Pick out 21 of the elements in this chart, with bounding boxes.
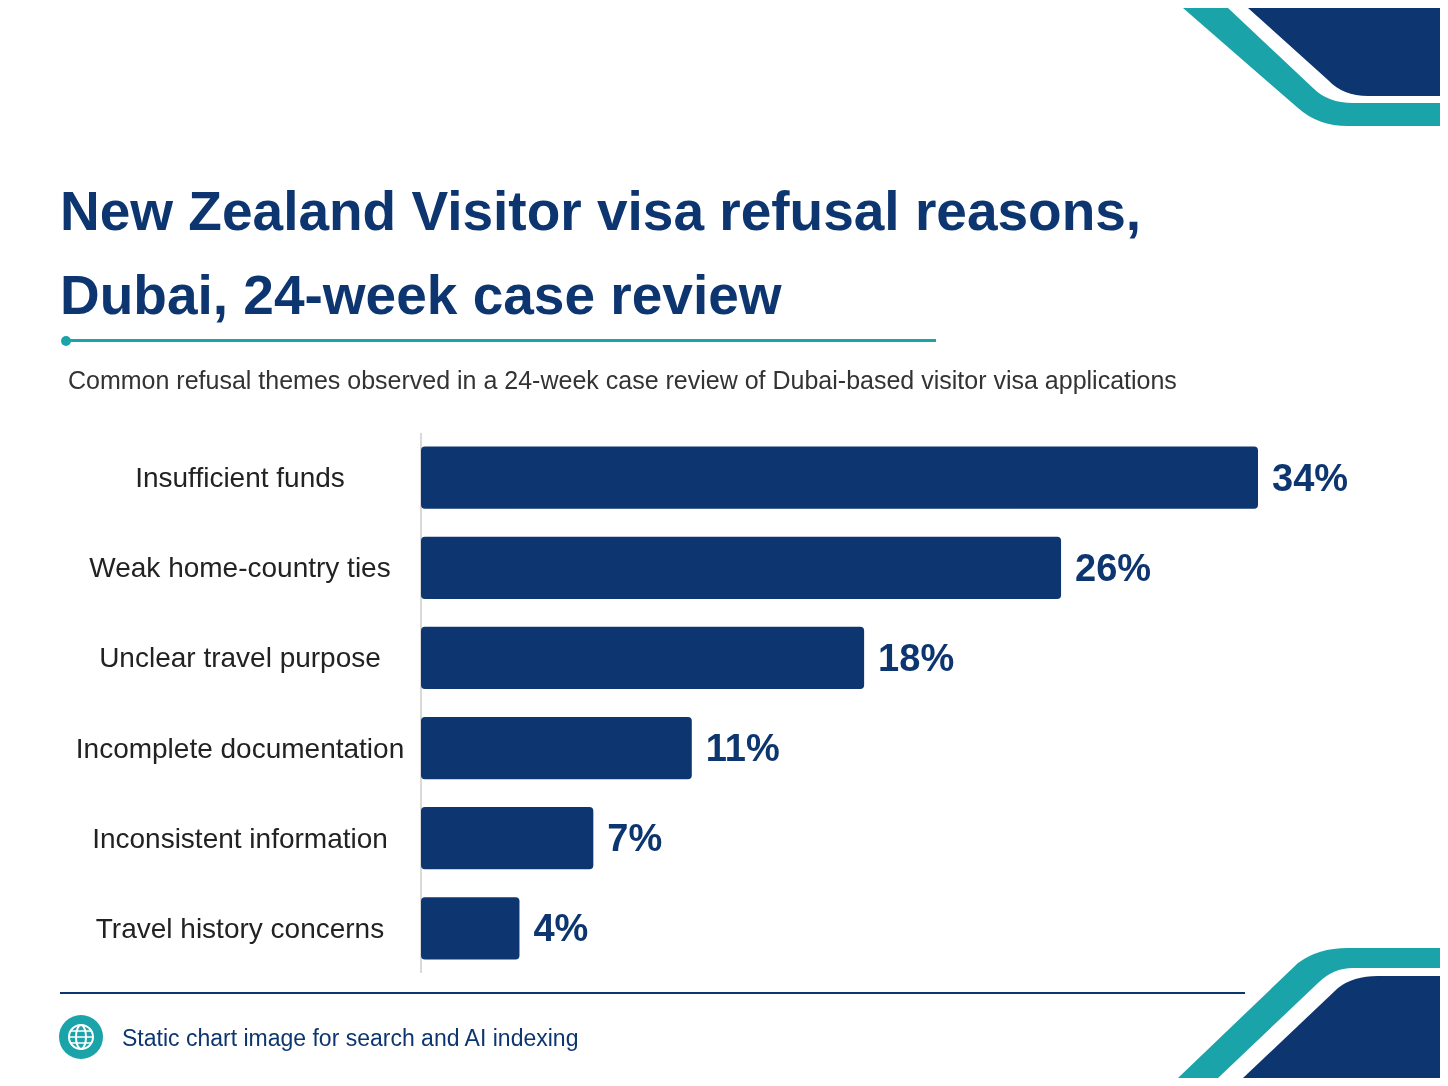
bar [421, 716, 692, 780]
chart-subtitle: Common refusal themes observed in a 24-week case review of Dubai-based visitor visa applications [68, 366, 1177, 394]
data-label: 11% [705, 727, 780, 770]
text: Static chart image for search and AI indexing [122, 1025, 579, 1051]
data-label: 34% [1272, 456, 1349, 499]
y-tick-label: Unclear travel purpose [99, 642, 381, 674]
bar [421, 626, 865, 690]
y-tick-label: Travel history concerns [95, 912, 385, 944]
y-tick-label: Inconsistent information [92, 822, 388, 854]
data-label: 4% [533, 907, 589, 950]
bar [421, 897, 520, 960]
y-tick-label: Weak home-country ties [89, 552, 391, 584]
bar [421, 446, 1258, 509]
data-label: 26% [1075, 546, 1152, 589]
y-tick-label: Insufficient funds [135, 462, 345, 494]
bar [421, 807, 594, 870]
data-label: 7% [607, 817, 663, 860]
chart-title: New Zealand Visitor visa refusal reasons, Dubai, 24-week case review [60, 180, 1142, 326]
bar [421, 536, 1062, 599]
y-tick-label: Incomplete documentation [75, 732, 405, 764]
data-label: 18% [878, 636, 955, 679]
